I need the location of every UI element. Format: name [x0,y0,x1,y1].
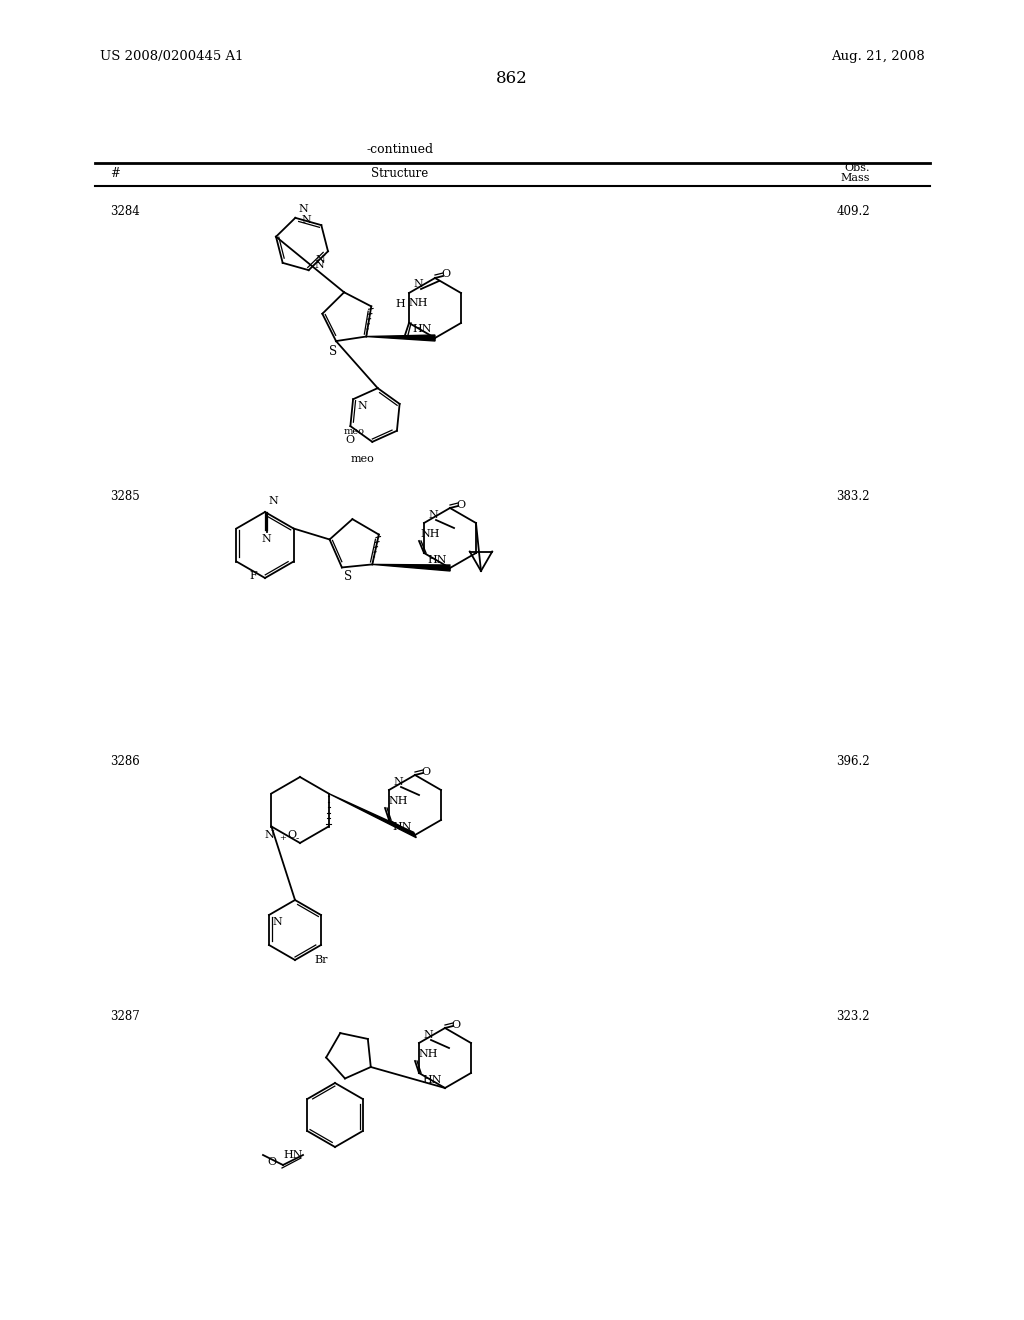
Text: N: N [298,203,308,214]
Text: N: N [264,830,274,841]
Text: NH: NH [388,796,408,807]
Text: N: N [413,279,423,289]
Text: Mass: Mass [841,173,870,183]
Text: N: N [315,255,325,265]
Text: HN: HN [427,554,447,565]
Text: H: H [395,300,406,309]
Text: 323.2: 323.2 [837,1010,870,1023]
Text: N: N [393,777,402,787]
Text: meo: meo [350,454,374,463]
Text: O: O [288,830,297,841]
Text: 383.2: 383.2 [837,490,870,503]
Text: N: N [268,496,278,506]
Text: meo: meo [343,428,365,437]
Text: -: - [295,834,299,843]
Polygon shape [373,565,451,572]
Text: N: N [261,535,271,544]
Text: N: N [357,401,367,412]
Text: HN: HN [423,1074,442,1085]
Polygon shape [367,335,435,341]
Text: -continued: -continued [367,143,433,156]
Text: #: # [110,168,120,180]
Text: US 2008/0200445 A1: US 2008/0200445 A1 [100,50,244,63]
Text: O: O [268,1158,278,1167]
Text: F: F [249,572,257,581]
Text: 3286: 3286 [110,755,139,768]
Text: Obs.: Obs. [845,162,870,173]
Text: N: N [301,215,311,224]
Polygon shape [329,793,417,838]
Text: HN: HN [284,1150,303,1160]
Text: 3285: 3285 [110,490,139,503]
Text: N: N [428,510,438,520]
Text: 409.2: 409.2 [837,205,870,218]
Text: NH: NH [408,298,427,308]
Text: Br: Br [314,954,328,965]
Text: N: N [272,917,282,927]
Text: Aug. 21, 2008: Aug. 21, 2008 [831,50,925,63]
Text: O: O [456,500,465,510]
Text: NH: NH [420,529,439,539]
Text: S: S [329,345,337,358]
Text: HN: HN [413,323,432,334]
Text: NH: NH [418,1049,437,1059]
Text: O: O [421,767,430,777]
Text: 862: 862 [496,70,528,87]
Text: N: N [314,260,324,269]
Text: Structure: Structure [372,168,429,180]
Text: 3284: 3284 [110,205,139,218]
Text: 396.2: 396.2 [837,755,870,768]
Text: O: O [345,434,354,445]
Text: O: O [451,1020,460,1030]
Text: N: N [423,1030,433,1040]
Text: 3287: 3287 [110,1010,139,1023]
Text: HN: HN [392,822,412,832]
Text: O: O [441,269,451,279]
Text: +: + [280,834,287,842]
Text: S: S [344,570,352,583]
